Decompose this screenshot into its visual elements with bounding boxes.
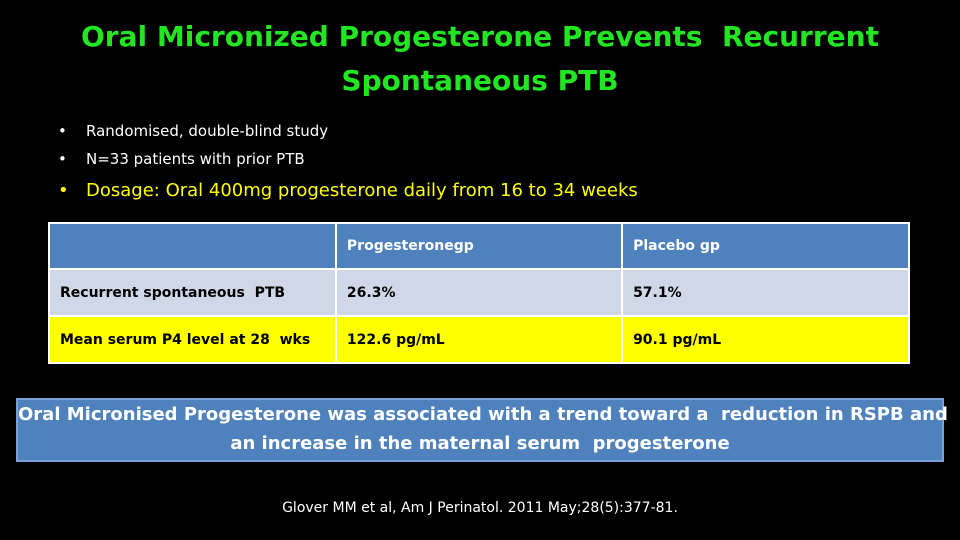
header-cell (48, 222, 337, 270)
bullet-text: Dosage: Oral 400mg progesterone daily fr… (86, 180, 638, 201)
cell: 57.1% (621, 268, 910, 317)
citation: Glover MM et al, Am J Perinatol. 2011 Ma… (282, 500, 678, 516)
header-row: Progesteronegp Placebo gp (48, 222, 910, 270)
cell: 26.3% (334, 268, 624, 317)
bullet-text: Randomised, double-blind study (86, 122, 329, 140)
row: Recurrent spontaneous PTB 26.3% 57.1% (48, 268, 910, 317)
summary-line: Oral Micronised Progesterone was associa… (18, 404, 948, 425)
cell: Mean serum P4 level at 28 wks (48, 315, 337, 364)
cell: 90.1 pg/mL (621, 315, 910, 364)
header-cell: Placebo gp (621, 222, 910, 270)
summary-line: an increase in the maternal serum proges… (230, 433, 730, 454)
header-cell: Progesteronegp (334, 222, 624, 270)
title: Spontaneous PTB (341, 64, 619, 97)
row: Mean serum P4 level at 28 wks 122.6 pg/m… (48, 315, 910, 364)
bullet-text: N=33 patients with prior PTB (86, 150, 305, 168)
cell: Recurrent spontaneous PTB (48, 268, 337, 317)
results-table: Progesteronegp Placebo gp Recurrent spon… (48, 222, 910, 364)
cell: 122.6 pg/mL (334, 315, 624, 364)
title: Oral Micronized Progesterone Prevents Re… (81, 20, 879, 53)
summary-box: Oral Micronised Progesterone was associa… (16, 398, 948, 462)
